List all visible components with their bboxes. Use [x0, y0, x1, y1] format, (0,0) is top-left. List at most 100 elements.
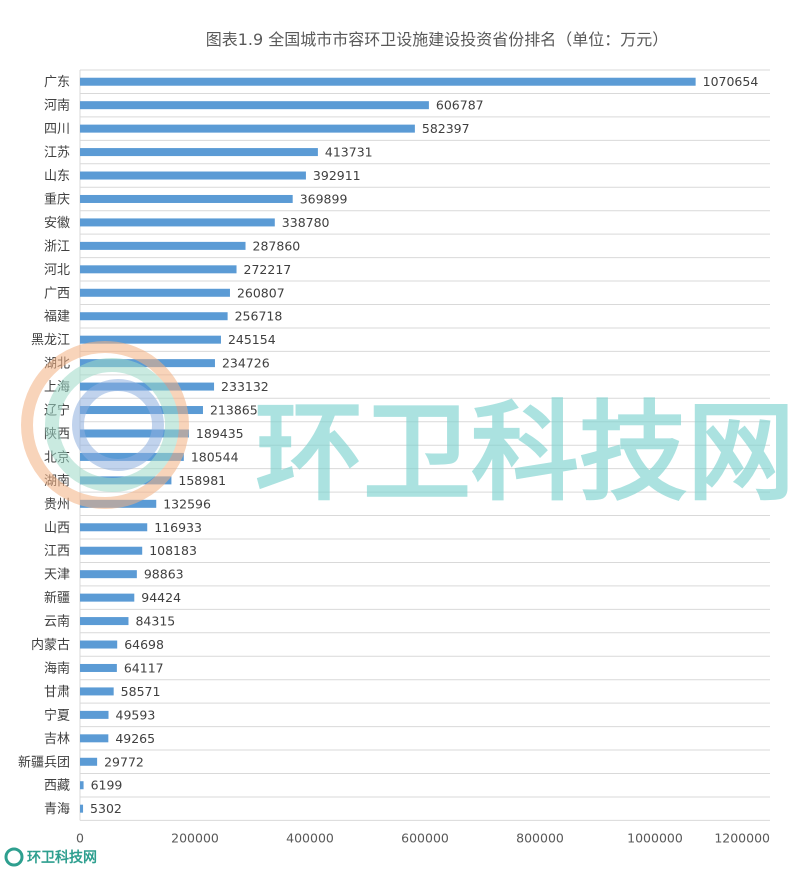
watermark-core-ring-icon: [72, 379, 164, 471]
category-label: 河北: [44, 263, 70, 278]
category-label: 西藏: [44, 779, 70, 794]
category-label: 浙江: [44, 239, 70, 254]
data-label: 256718: [235, 309, 283, 324]
category-label: 山西: [44, 521, 70, 536]
bar: [80, 781, 84, 790]
bar: [80, 335, 221, 344]
category-label: 江苏: [44, 145, 70, 161]
bar: [80, 77, 696, 86]
bar: [80, 687, 114, 696]
data-label: 213865: [210, 403, 258, 418]
data-label: 189435: [196, 426, 244, 441]
category-label: 黑龙江: [31, 333, 70, 348]
bar: [80, 312, 228, 321]
data-label: 245154: [228, 332, 276, 347]
logo-text: 环卫科技网: [27, 849, 97, 866]
bar: [80, 710, 109, 719]
category-label: 云南: [44, 614, 70, 630]
bar: [80, 640, 118, 649]
bar: [80, 663, 117, 672]
category-label: 新疆: [44, 590, 70, 606]
data-label: 233132: [221, 379, 269, 394]
bar: [80, 593, 135, 602]
bar: [80, 194, 293, 203]
watermark-text: 环卫科技网: [255, 391, 795, 516]
bar: [80, 757, 98, 766]
x-tick-label: 1200000: [714, 830, 770, 845]
data-label: 234726: [222, 356, 270, 371]
category-label: 天津: [44, 568, 70, 583]
site-logo: 环卫科技网: [4, 847, 97, 867]
data-label: 158981: [178, 473, 226, 488]
x-tick-label: 1000000: [627, 830, 683, 845]
category-label: 四川: [44, 122, 70, 137]
x-axis-ticks: 0 200000 400000 600000 800000 1000000 1200000: [76, 830, 770, 845]
data-label: 64117: [124, 660, 164, 675]
labels-layer: 广东 1070654 河南 606787 四川 582397 江苏 413731 山东 39291…: [18, 74, 758, 817]
category-label: 贵州: [44, 497, 70, 512]
bar: [80, 124, 415, 133]
data-label: 272217: [244, 262, 292, 277]
bar: [80, 734, 109, 743]
category-label: 吉林: [44, 732, 70, 747]
bar: [80, 429, 189, 438]
category-label: 内蒙古: [31, 637, 70, 653]
category-label: 宁夏: [44, 707, 70, 723]
data-label: 98863: [144, 567, 184, 582]
data-label: 582397: [422, 121, 470, 136]
data-label: 392911: [313, 168, 361, 183]
x-tick-label: 400000: [286, 830, 334, 845]
category-label: 甘肃: [44, 685, 70, 700]
bar: [80, 101, 429, 110]
data-label: 1070654: [703, 74, 759, 89]
bar: [80, 546, 143, 555]
data-label: 338780: [282, 215, 330, 230]
category-label: 山东: [44, 169, 70, 184]
data-label: 29772: [104, 754, 144, 769]
data-label: 260807: [237, 285, 285, 300]
data-label: 5302: [90, 801, 122, 816]
category-label: 江西: [44, 544, 70, 559]
category-label: 青海: [44, 802, 70, 817]
category-label: 重庆: [44, 191, 70, 207]
data-label: 58571: [121, 684, 161, 699]
data-label: 413731: [325, 145, 373, 160]
data-label: 6199: [91, 778, 123, 793]
data-label: 64698: [124, 637, 164, 652]
category-label: 福建: [44, 310, 70, 325]
data-label: 369899: [300, 191, 348, 206]
category-label: 河南: [44, 98, 70, 114]
chart-title: 图表1.9 全国城市市容环卫设施建设投资省份排名（单位：万元）: [206, 30, 669, 49]
x-tick-label: 800000: [516, 830, 564, 845]
bar: [80, 617, 129, 626]
data-label: 116933: [154, 520, 202, 535]
bar: [80, 148, 318, 157]
category-label: 广东: [44, 75, 70, 90]
bar: [80, 265, 237, 274]
bar: [80, 288, 230, 297]
category-label: 广西: [44, 286, 70, 301]
bar: [80, 171, 306, 180]
category-label: 安徽: [44, 216, 70, 231]
data-label: 606787: [436, 98, 484, 113]
x-tick-label: 0: [76, 830, 84, 845]
bar: [80, 570, 137, 579]
x-tick-label: 200000: [171, 830, 219, 845]
data-label: 132596: [163, 496, 211, 511]
logo-icon: [4, 847, 24, 867]
category-label: 海南: [44, 660, 70, 676]
bar: [80, 382, 215, 391]
data-label: 287860: [253, 238, 301, 253]
x-tick-label: 600000: [401, 830, 449, 845]
data-label: 49265: [115, 731, 155, 746]
bar: [80, 241, 246, 250]
category-label: 新疆兵团: [18, 754, 70, 770]
bar: [80, 523, 148, 532]
bars-layer: [80, 77, 696, 813]
bar: [80, 218, 275, 227]
grid-layer: [79, 69, 770, 821]
data-label: 94424: [141, 590, 181, 605]
watermark: [21, 341, 189, 509]
watermark-ring-icon: [21, 341, 189, 509]
